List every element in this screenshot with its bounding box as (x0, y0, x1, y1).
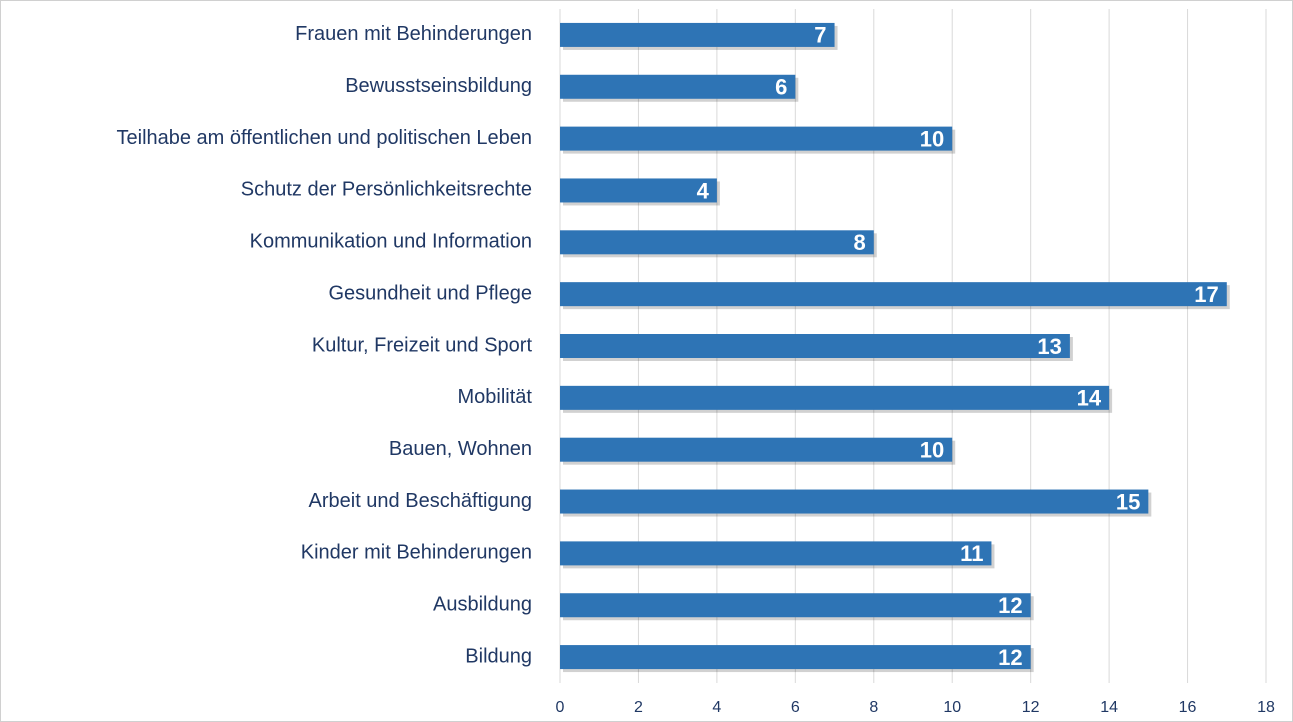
data-label: 13 (1037, 334, 1061, 359)
y-tick-label: Kinder mit Behinderungen (301, 542, 532, 564)
y-tick-label: Mobilität (458, 386, 533, 408)
data-label: 15 (1116, 489, 1140, 514)
bar (560, 645, 1031, 670)
bar (560, 74, 796, 99)
data-label: 12 (998, 593, 1022, 618)
bar (560, 593, 1031, 618)
y-tick-label: Gesundheit und Pflege (329, 282, 533, 304)
x-tick-label: 4 (712, 699, 721, 716)
bar (560, 126, 953, 151)
bar (560, 282, 1227, 307)
bar (560, 178, 717, 203)
bar (560, 541, 992, 566)
bar (560, 230, 874, 255)
data-label: 7 (814, 23, 826, 48)
y-tick-label: Schutz der Persönlichkeitsrechte (241, 179, 532, 201)
x-tick-label: 6 (791, 699, 800, 716)
x-tick-label: 0 (556, 699, 565, 716)
y-tick-label: Bildung (465, 645, 532, 667)
bar (560, 385, 1110, 410)
y-tick-label: Kommunikation und Information (250, 231, 532, 253)
bar (560, 22, 835, 47)
data-label: 4 (697, 178, 710, 203)
data-label: 6 (775, 75, 787, 100)
data-label: 11 (960, 541, 983, 566)
data-label: 17 (1194, 282, 1218, 307)
y-tick-label: Bewusstseinsbildung (345, 75, 532, 97)
data-label: 10 (920, 126, 944, 151)
y-tick-label: Kultur, Freizeit und Sport (312, 334, 533, 356)
x-tick-label: 18 (1257, 699, 1275, 716)
bar (560, 437, 953, 462)
x-tick-label: 14 (1100, 699, 1118, 716)
x-tick-label: 12 (1022, 699, 1040, 716)
y-tick-label: Arbeit und Beschäftigung (309, 490, 533, 512)
x-tick-label: 10 (943, 699, 961, 716)
bar (560, 334, 1070, 358)
data-label: 8 (854, 230, 866, 255)
y-tick-label: Teilhabe am öffentlichen und politischen… (117, 127, 533, 149)
bar (560, 489, 1149, 514)
data-label: 12 (998, 645, 1022, 670)
y-tick-label: Bauen, Wohnen (389, 438, 532, 460)
x-tick-label: 8 (869, 699, 878, 716)
x-tick-label: 2 (634, 699, 643, 716)
y-tick-label: Ausbildung (433, 594, 532, 616)
data-label: 14 (1077, 386, 1102, 411)
data-label: 10 (920, 438, 944, 463)
y-tick-label: Frauen mit Behinderungen (295, 23, 532, 45)
x-tick-label: 16 (1179, 699, 1197, 716)
